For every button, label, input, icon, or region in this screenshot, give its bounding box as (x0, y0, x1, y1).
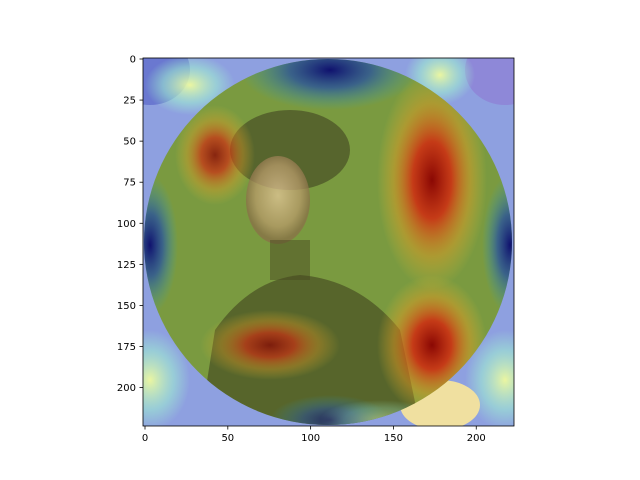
y-tick-label: 175 (117, 342, 136, 353)
y-tick-label: 125 (117, 260, 136, 271)
y-tick-label: 100 (117, 219, 136, 230)
y-tick-label: 50 (123, 137, 136, 148)
heatmap-image (143, 58, 514, 426)
x-tick-label: 150 (384, 433, 403, 444)
y-axis: 0 25 50 75 100 125 150 175 200 (117, 55, 143, 394)
x-tick-label: 100 (301, 433, 320, 444)
y-tick-label: 150 (117, 301, 136, 312)
x-tick-label: 50 (221, 433, 234, 444)
x-axis: 0 50 100 150 200 (142, 426, 486, 444)
y-tick-label: 200 (117, 383, 136, 394)
plot-frame (142, 57, 515, 427)
y-tick-label: 25 (123, 96, 136, 107)
y-tick-label: 0 (130, 55, 136, 66)
x-tick-label: 0 (142, 433, 148, 444)
x-tick-label: 200 (467, 433, 486, 444)
y-tick-label: 75 (123, 178, 136, 189)
